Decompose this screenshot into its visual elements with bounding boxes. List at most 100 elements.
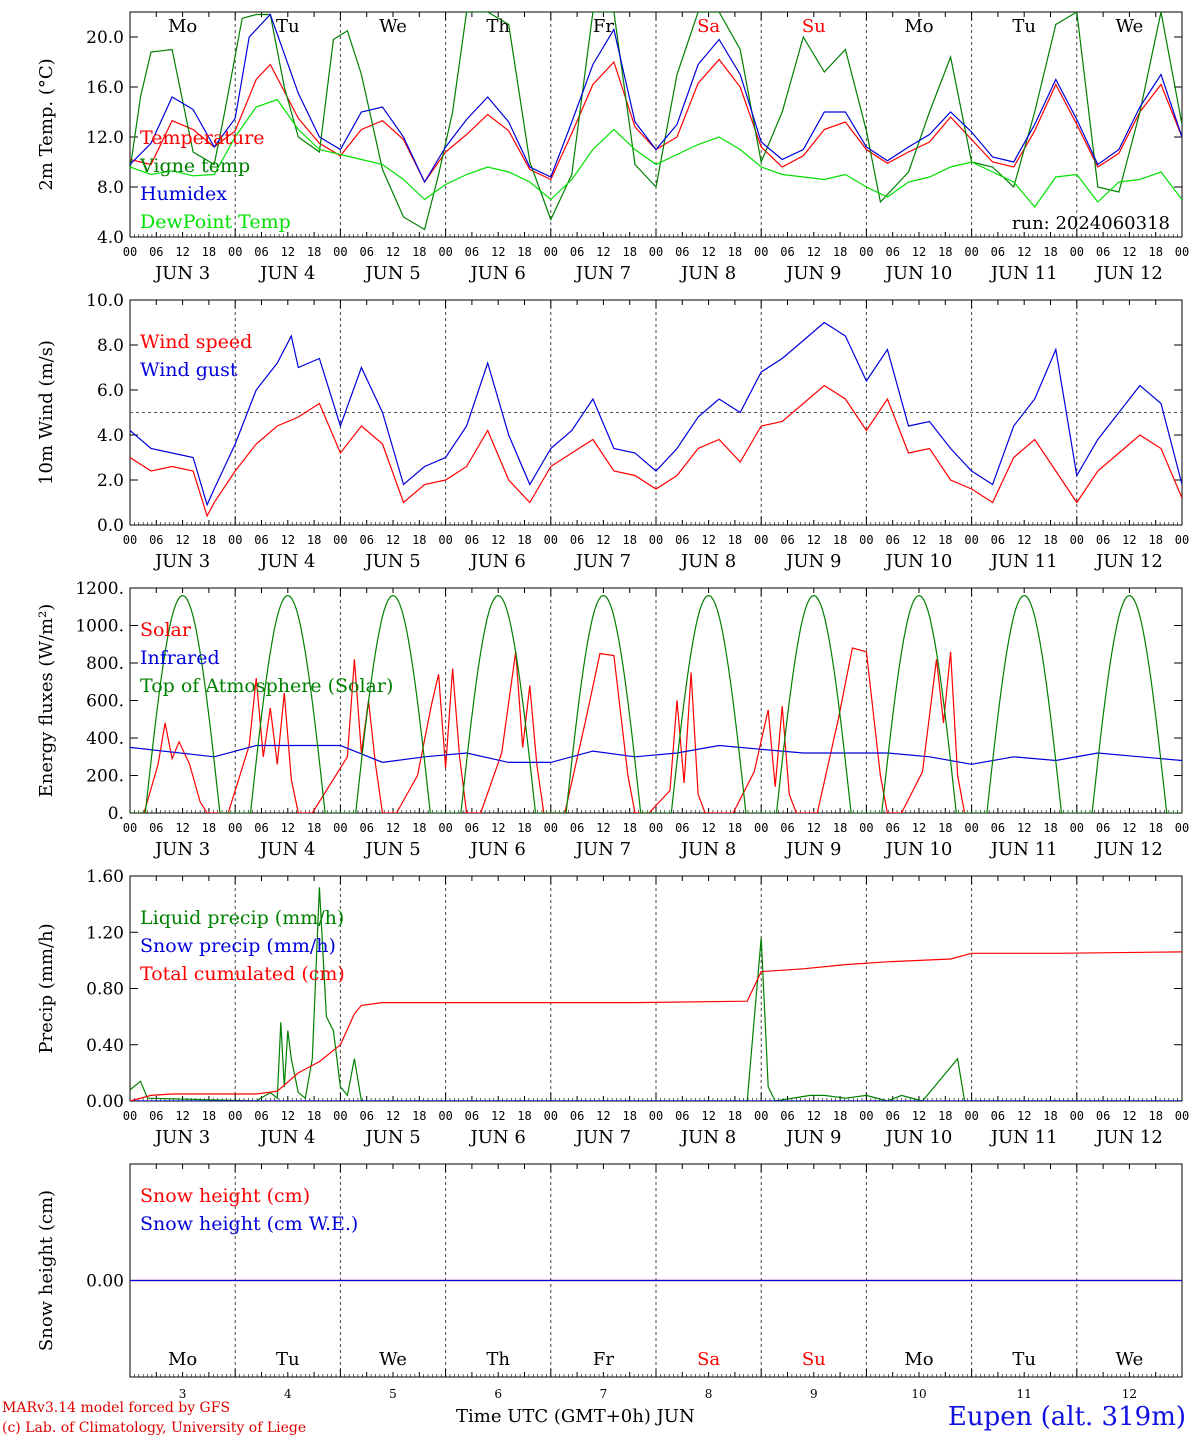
y-tick-label: 600. — [86, 692, 124, 712]
hour-tick-label: 06 — [675, 821, 689, 835]
hour-tick-label: 06 — [359, 533, 373, 547]
hour-tick-label: 12 — [386, 1109, 400, 1123]
hour-tick-label: 06 — [149, 821, 163, 835]
y-tick-label: 1.20 — [86, 923, 124, 943]
hour-tick-label: 00 — [1175, 1109, 1189, 1123]
hour-tick-label: 18 — [202, 821, 216, 835]
hour-tick-label: 18 — [202, 1109, 216, 1123]
legend-entry: DewPoint Temp — [140, 211, 291, 233]
day-label: JUN 11 — [989, 551, 1058, 572]
hour-tick-label: 00 — [754, 821, 768, 835]
y-tick-label: 4.0 — [97, 228, 124, 248]
hour-tick-label: 00 — [438, 533, 452, 547]
hour-tick-label: 06 — [359, 245, 373, 259]
hour-tick-label: 12 — [281, 533, 295, 547]
hour-tick-label: 06 — [885, 821, 899, 835]
series-line-wind-speed — [130, 384, 1182, 518]
day-label: JUN 8 — [679, 839, 736, 860]
weekday-label: Tu — [276, 16, 300, 37]
y-tick-label: 400. — [86, 729, 124, 749]
y-tick-label: 0.80 — [86, 980, 124, 1000]
panel-5: Mo Tu We Th Fr Sa Su Mo Tu We 0.00 Snow height (cm)… — [36, 1163, 1183, 1378]
run-label: run: 2024060318 — [1012, 213, 1170, 234]
panel-3: 00 06 12 18 00 06 12 18 00 06 12 18 00 06 12 18 00 06 12 18… — [36, 579, 1189, 860]
series-line-dewpoint-temp — [130, 98, 1182, 208]
day-label: JUN 10 — [884, 1127, 953, 1148]
day-label: JUN 12 — [1094, 1127, 1163, 1148]
hour-tick-label: 06 — [149, 245, 163, 259]
model-credit: MARv3.14 model forced by GFS — [2, 1400, 231, 1416]
hour-tick-label: 06 — [254, 821, 268, 835]
hour-tick-label: 18 — [202, 533, 216, 547]
day-label: JUN 7 — [574, 1127, 631, 1148]
hour-tick-label: 12 — [596, 821, 610, 835]
weekday-label: Su — [802, 16, 826, 37]
hour-tick-label: 18 — [1043, 245, 1057, 259]
day-label: JUN 10 — [884, 551, 953, 572]
weekday-label: Mo — [168, 1349, 197, 1370]
hour-tick-label: 12 — [701, 1109, 715, 1123]
day-label: JUN 12 — [1094, 839, 1163, 860]
hour-tick-label: 12 — [912, 821, 926, 835]
hour-tick-label: 12 — [386, 821, 400, 835]
day-label: JUN 6 — [469, 1127, 526, 1148]
hour-tick-label: 12 — [701, 245, 715, 259]
day-label: JUN 4 — [258, 1127, 315, 1148]
series-line-vigne-temp — [130, 12, 1182, 231]
day-label: JUN 3 — [153, 839, 210, 860]
legend-entry: Solar — [140, 619, 192, 641]
hour-tick-label: 00 — [1070, 821, 1084, 835]
y-tick-label: 10.0 — [86, 291, 124, 311]
day-label: JUN 5 — [363, 551, 420, 572]
weekday-label: We — [379, 1349, 407, 1370]
day-label: JUN 10 — [884, 263, 953, 284]
hour-tick-label: 00 — [228, 821, 242, 835]
hour-tick-label: 18 — [833, 1109, 847, 1123]
hour-tick-label: 06 — [991, 1109, 1005, 1123]
hour-tick-label: 12 — [1017, 533, 1031, 547]
day-label: JUN 3 — [153, 1127, 210, 1148]
weekday-label: Sa — [697, 1349, 720, 1370]
day-label: JUN 8 — [679, 551, 736, 572]
hour-tick-label: 12 — [1122, 245, 1136, 259]
hour-tick-label: 12 — [912, 245, 926, 259]
hour-tick-label: 00 — [649, 533, 663, 547]
panel-4: 00 06 12 18 00 06 12 18 00 06 12 18 00 06 12 18 00 06 12 18… — [36, 867, 1189, 1148]
weekday-label: Fr — [593, 16, 614, 37]
hour-tick-label: 18 — [1148, 821, 1162, 835]
weekday-label: Mo — [168, 16, 197, 37]
series-line-solar — [130, 647, 966, 813]
hour-tick-label: 06 — [991, 245, 1005, 259]
day-label: JUN 12 — [1094, 551, 1163, 572]
hour-tick-label: 00 — [544, 245, 558, 259]
hour-tick-label: 00 — [1175, 533, 1189, 547]
legend-entry: Humidex — [140, 183, 227, 205]
hour-tick-label: 06 — [675, 533, 689, 547]
series-line-total-cumulated-cm- — [130, 951, 1182, 1101]
hour-tick-label: 00 — [333, 1109, 347, 1123]
series-line-wind-gust — [130, 321, 1182, 507]
hour-tick-label: 18 — [517, 245, 531, 259]
hour-tick-label: 06 — [1096, 533, 1110, 547]
hour-tick-label: 00 — [964, 1109, 978, 1123]
hour-tick-label: 18 — [622, 533, 636, 547]
day-number: 6 — [494, 1387, 502, 1401]
hour-tick-label: 18 — [938, 245, 952, 259]
hour-tick-label: 18 — [307, 533, 321, 547]
hour-tick-label: 12 — [175, 245, 189, 259]
legend-entry: Total cumulated (cm) — [140, 963, 345, 985]
y-axis-label: Snow height (cm) — [36, 1190, 57, 1351]
day-number: 12 — [1122, 1387, 1137, 1401]
hour-tick-label: 06 — [254, 245, 268, 259]
day-number: 8 — [705, 1387, 713, 1401]
hour-tick-label: 06 — [149, 533, 163, 547]
hour-tick-label: 06 — [465, 533, 479, 547]
y-tick-label: 16.0 — [86, 78, 124, 98]
hour-tick-label: 00 — [859, 245, 873, 259]
hour-tick-label: 00 — [754, 1109, 768, 1123]
hour-tick-label: 06 — [675, 1109, 689, 1123]
y-tick-label: 12.0 — [86, 128, 124, 148]
hour-tick-label: 06 — [570, 245, 584, 259]
y-tick-label: 8.0 — [97, 178, 124, 198]
